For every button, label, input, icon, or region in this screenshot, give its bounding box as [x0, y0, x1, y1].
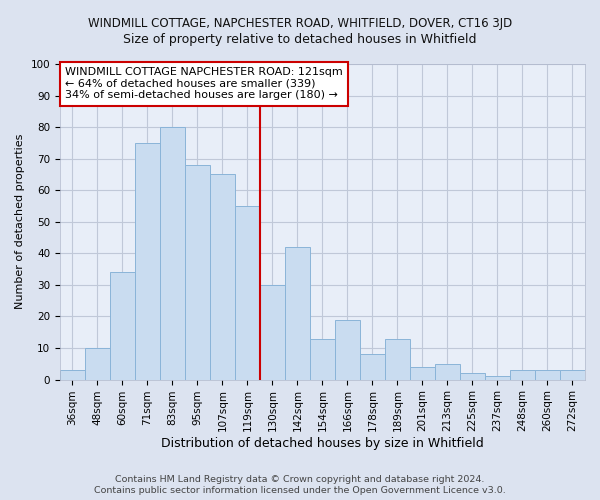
Bar: [285, 247, 310, 380]
Bar: [135, 143, 160, 380]
Bar: [535, 370, 560, 380]
Bar: [410, 367, 435, 380]
Bar: [460, 374, 485, 380]
Text: Contains HM Land Registry data © Crown copyright and database right 2024.: Contains HM Land Registry data © Crown c…: [115, 475, 485, 484]
Bar: [435, 364, 460, 380]
Y-axis label: Number of detached properties: Number of detached properties: [15, 134, 25, 310]
Text: WINDMILL COTTAGE NAPCHESTER ROAD: 121sqm
← 64% of detached houses are smaller (3: WINDMILL COTTAGE NAPCHESTER ROAD: 121sqm…: [65, 67, 343, 100]
Text: Size of property relative to detached houses in Whitfield: Size of property relative to detached ho…: [123, 32, 477, 46]
Bar: [60, 370, 85, 380]
Text: WINDMILL COTTAGE, NAPCHESTER ROAD, WHITFIELD, DOVER, CT16 3JD: WINDMILL COTTAGE, NAPCHESTER ROAD, WHITF…: [88, 18, 512, 30]
Bar: [110, 272, 135, 380]
Bar: [310, 338, 335, 380]
Bar: [235, 206, 260, 380]
Bar: [485, 376, 510, 380]
Bar: [335, 320, 360, 380]
Bar: [185, 165, 210, 380]
Bar: [85, 348, 110, 380]
Bar: [360, 354, 385, 380]
Bar: [210, 174, 235, 380]
Bar: [385, 338, 410, 380]
Bar: [160, 127, 185, 380]
Bar: [560, 370, 585, 380]
Text: Contains public sector information licensed under the Open Government Licence v3: Contains public sector information licen…: [94, 486, 506, 495]
Bar: [510, 370, 535, 380]
X-axis label: Distribution of detached houses by size in Whitfield: Distribution of detached houses by size …: [161, 437, 484, 450]
Bar: [260, 285, 285, 380]
